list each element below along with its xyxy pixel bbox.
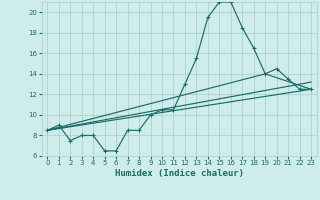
- X-axis label: Humidex (Indice chaleur): Humidex (Indice chaleur): [115, 169, 244, 178]
